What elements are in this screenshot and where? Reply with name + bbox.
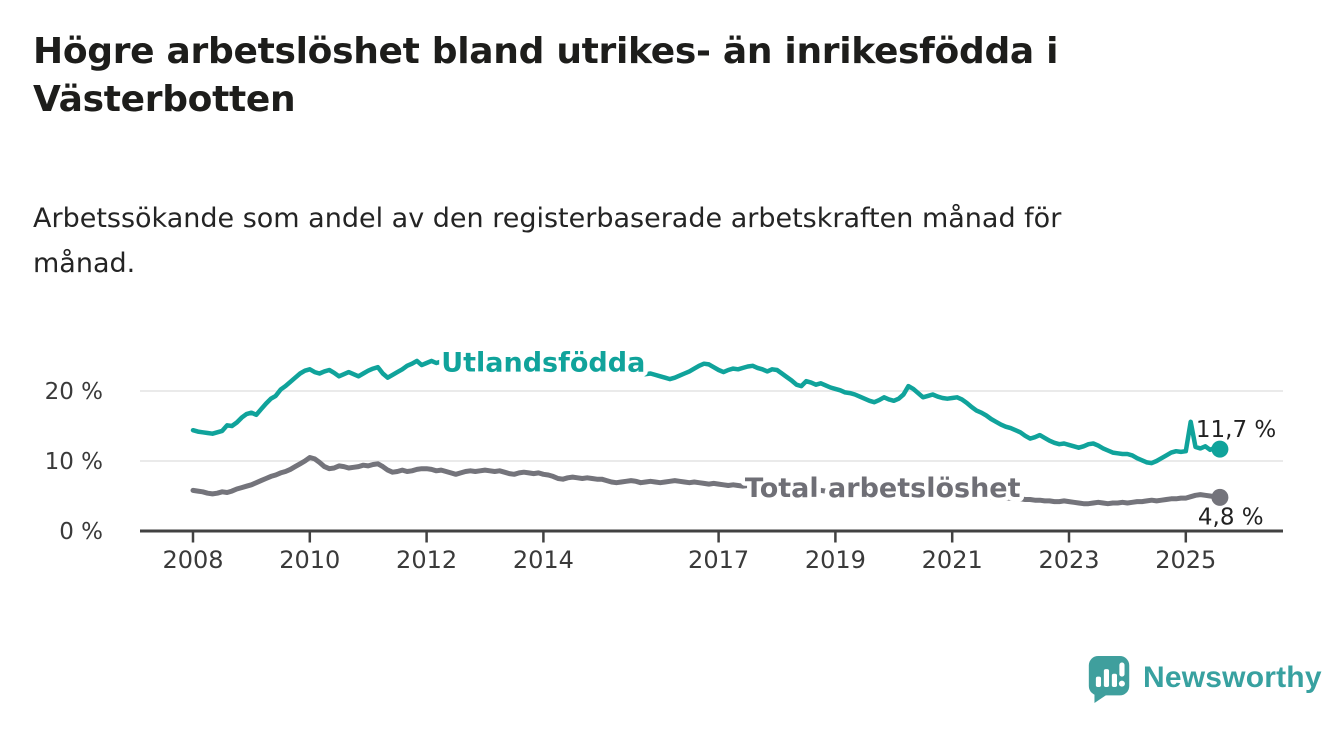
- series-label-total-arbetsloshet: Total arbetslöshet: [745, 473, 1021, 504]
- x-tick-label: 2025: [1155, 546, 1216, 574]
- x-tick-label: 2023: [1038, 546, 1099, 574]
- y-tick-label: 20 %: [45, 379, 103, 405]
- newsworthy-logo-text: Newsworthy: [1143, 661, 1322, 694]
- chart-subtitle: Arbetssökande som andel av den registerb…: [33, 196, 1293, 286]
- chart-title-line1: Högre arbetslöshet bland utrikes- än inr…: [33, 31, 1059, 72]
- series-end-dot-utlandsfodda: [1211, 440, 1229, 458]
- y-tick-label: 0 %: [59, 519, 103, 545]
- end-value-label-utlandsfodda: 11,7 %: [1196, 417, 1276, 443]
- series-end-dot-total-arbetsloshet: [1211, 488, 1229, 506]
- series-total-arbetsloshet: Total arbetslöshet 4,8 %: [190, 455, 1264, 530]
- x-tick-label: 2012: [396, 546, 457, 574]
- series-line-utlandsfodda: [190, 358, 1223, 466]
- chart-subtitle-line2: månad.: [33, 248, 136, 279]
- x-tick-label: 2017: [688, 546, 749, 574]
- x-tick-label: 2008: [162, 546, 223, 574]
- chart-subtitle-line1: Arbetssökande som andel av den registerb…: [33, 203, 1062, 234]
- series-label-utlandsfodda: Utlandsfödda: [441, 347, 645, 378]
- y-axis-labels: 0 % 10 % 20 %: [45, 379, 103, 545]
- series-utlandsfodda: Utlandsfödda 11,7 %: [190, 343, 1276, 466]
- y-tick-label: 10 %: [45, 449, 103, 475]
- series-line-total-arbetsloshet: [190, 455, 1223, 507]
- gridlines: [140, 390, 1283, 462]
- end-value-label-total-arbetsloshet: 4,8 %: [1198, 504, 1264, 530]
- newsworthy-logo: Newsworthy: [1086, 650, 1322, 706]
- x-tick-label: 2014: [513, 546, 574, 574]
- x-axis-ticks: 2008 2010 2012 2014 2017 2019 2021 2023 2025: [162, 532, 1216, 574]
- chart-title-line2: Västerbotten: [33, 79, 296, 120]
- chart-title: Högre arbetslöshet bland utrikes- än inr…: [33, 28, 1293, 124]
- x-tick-label: 2010: [279, 546, 340, 574]
- newsworthy-logo-icon: [1088, 655, 1130, 703]
- x-tick-label: 2019: [805, 546, 866, 574]
- x-tick-label: 2021: [922, 546, 983, 574]
